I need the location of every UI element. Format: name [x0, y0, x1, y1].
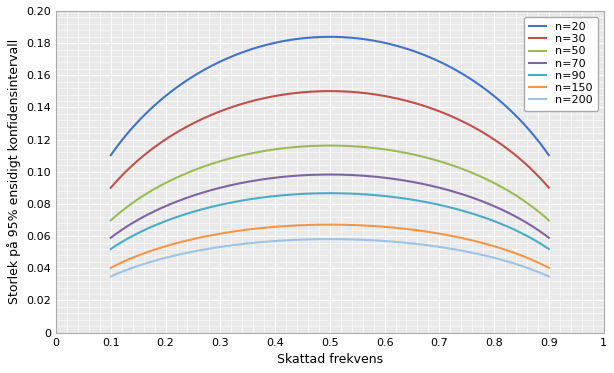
n=20	[315, 35, 322, 39]
n=200	[315, 237, 322, 241]
n=30	[545, 185, 553, 190]
n=20	[467, 77, 475, 81]
n=90	[325, 191, 333, 195]
n=30	[535, 175, 543, 179]
n=20	[345, 35, 352, 40]
n=20	[325, 35, 333, 39]
n=200	[318, 237, 325, 241]
n=70	[315, 172, 322, 177]
n=150	[368, 224, 376, 228]
Line: n=30: n=30	[111, 91, 549, 188]
n=200	[535, 270, 543, 275]
Legend: n=20, n=30, n=50, n=70, n=90, n=150, n=200: n=20, n=30, n=50, n=70, n=90, n=150, n=2…	[524, 16, 598, 111]
n=30	[318, 89, 325, 94]
n=150	[345, 223, 352, 227]
n=50	[107, 218, 115, 223]
n=90	[368, 192, 376, 197]
n=20	[368, 38, 376, 43]
n=50	[545, 218, 553, 223]
n=90	[107, 247, 115, 251]
n=150	[467, 238, 475, 242]
Line: n=200: n=200	[111, 239, 549, 276]
n=70	[345, 173, 352, 177]
n=150	[325, 222, 333, 227]
n=90	[345, 191, 352, 196]
n=30	[107, 185, 115, 190]
n=70	[107, 235, 115, 240]
n=150	[545, 266, 553, 270]
n=70	[368, 174, 376, 179]
n=150	[318, 222, 325, 227]
n=20	[545, 153, 553, 157]
n=90	[315, 191, 322, 195]
n=20	[535, 140, 543, 144]
n=50	[345, 144, 352, 148]
n=50	[368, 145, 376, 150]
n=30	[325, 89, 333, 93]
n=30	[368, 92, 376, 96]
n=20	[107, 153, 115, 157]
X-axis label: Skattad frekvens: Skattad frekvens	[277, 353, 383, 366]
Line: n=20: n=20	[111, 37, 549, 155]
n=200	[545, 274, 553, 279]
Line: n=50: n=50	[111, 145, 549, 220]
n=90	[467, 211, 475, 215]
n=30	[345, 90, 352, 94]
n=30	[467, 123, 475, 128]
n=70	[318, 172, 325, 177]
n=200	[325, 237, 333, 241]
n=50	[318, 143, 325, 148]
n=200	[467, 250, 475, 255]
n=50	[315, 144, 322, 148]
n=90	[318, 191, 325, 195]
n=50	[535, 210, 543, 214]
n=30	[315, 89, 322, 94]
n=70	[325, 172, 333, 177]
n=70	[535, 229, 543, 233]
n=70	[467, 195, 475, 199]
n=90	[545, 247, 553, 251]
n=70	[545, 235, 553, 240]
Line: n=90: n=90	[111, 193, 549, 249]
n=20	[318, 35, 325, 39]
n=50	[467, 170, 475, 175]
n=200	[107, 274, 115, 279]
n=150	[107, 266, 115, 270]
n=150	[315, 222, 322, 227]
Line: n=70: n=70	[111, 175, 549, 238]
n=50	[325, 143, 333, 148]
n=150	[535, 261, 543, 265]
Line: n=150: n=150	[111, 225, 549, 268]
n=90	[535, 241, 543, 245]
n=200	[345, 237, 352, 242]
Y-axis label: Storlek på 95% ensidigt konfidensintervall: Storlek på 95% ensidigt konfidensinterva…	[7, 39, 21, 304]
n=200	[368, 238, 376, 242]
